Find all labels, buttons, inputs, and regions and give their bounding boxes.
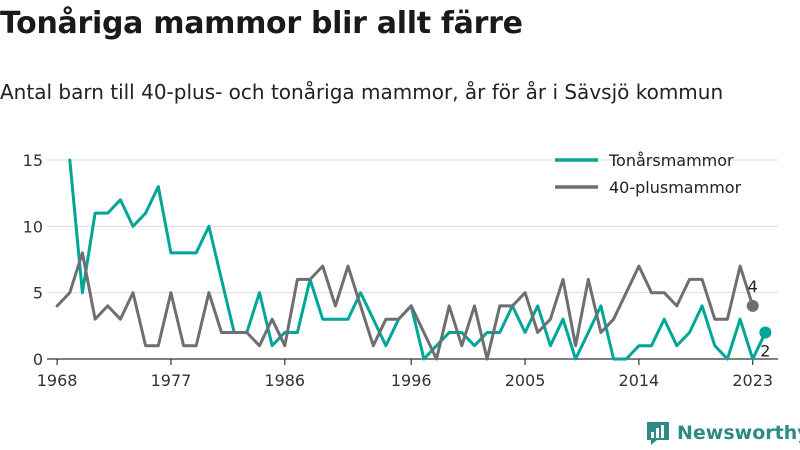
series-line-1 — [55, 251, 755, 361]
x-tick-label-2014: 2014 — [619, 371, 660, 390]
y-tick-label-0: 0 — [33, 350, 43, 369]
x-tick-label-1986: 1986 — [264, 371, 305, 390]
chart-subtitle: Antal barn till 40-plus- och tonåriga ma… — [0, 80, 724, 104]
newsworthy-logo: Newsworthy — [645, 420, 800, 446]
series-end-point-0 — [759, 326, 772, 339]
series-line-0 — [68, 158, 767, 361]
x-tick-label-2005: 2005 — [505, 371, 546, 390]
x-tick-label-2023: 2023 — [732, 371, 773, 390]
series-end-point-1 — [746, 299, 759, 312]
chart-title: Tonåriga mammor blir allt färre — [0, 6, 523, 41]
x-tick-label-1977: 1977 — [151, 371, 192, 390]
series-end-label-0: 2 — [760, 341, 770, 360]
legend-label-1: 40-plusmammor — [609, 178, 742, 197]
y-tick-label-10: 10 — [23, 217, 43, 236]
y-tick-label-5: 5 — [33, 284, 43, 303]
x-tick-label-1996: 1996 — [391, 371, 432, 390]
x-tick-label-1968: 1968 — [37, 371, 78, 390]
y-tick-label-15: 15 — [23, 151, 43, 170]
series-end-label-1: 4 — [748, 277, 758, 296]
legend-label-0: Tonårsmammor — [608, 151, 734, 170]
newsworthy-logo-icon — [647, 422, 669, 445]
newsworthy-logo-text: Newsworthy — [677, 422, 800, 444]
